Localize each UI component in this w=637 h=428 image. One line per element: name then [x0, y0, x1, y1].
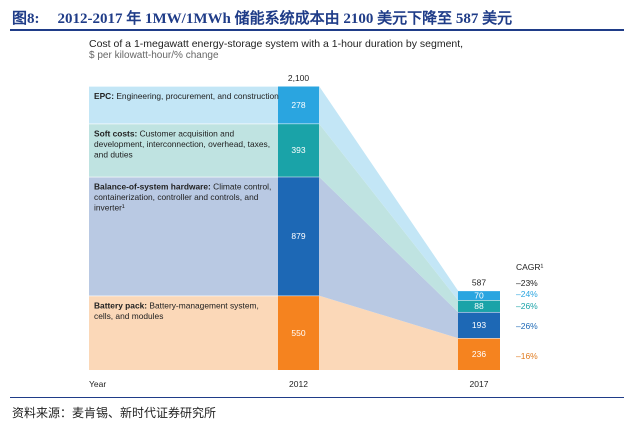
- segment-labels: construction Battery pack: Battery-manag…: [94, 91, 279, 322]
- bar-2012-seg-1: [278, 176, 319, 296]
- total-label-2012: 2,100: [288, 73, 310, 83]
- bar-2012-seg-3: [278, 86, 319, 124]
- source-note: 资料来源：麦肯锡、新时代证券研究所: [12, 406, 217, 420]
- figure-title-text: 2012-2017 年 1MW/1MWh 储能系统成本由 2100 美元下降至 …: [57, 11, 513, 27]
- total-label-2017: 587: [472, 278, 486, 288]
- chart-title: Cost of a 1-megawatt energy-storage syst…: [89, 38, 463, 50]
- source-rule: [10, 397, 624, 398]
- x-axis-label: Year: [89, 379, 106, 389]
- value-label-2012-3: 278: [291, 100, 305, 110]
- bar-2012-seg-0: [278, 295, 319, 370]
- figure-tag: 图8:: [12, 11, 40, 27]
- bar-2017-seg-0: [458, 338, 500, 370]
- segment-label-2: Soft costs: Customer acquisition and dev…: [94, 129, 272, 160]
- bar-2017-seg-3: [458, 290, 500, 301]
- band-transition-2: [319, 123, 458, 312]
- band-left-2: [89, 123, 278, 177]
- figure-title: 图8: 2012-2017 年 1MW/1MWh 储能系统成本由 2100 美元下…: [12, 7, 512, 28]
- bar-2017-seg-1: [458, 311, 500, 339]
- band-transition-3: [319, 86, 458, 301]
- transition-bands: [89, 85, 458, 370]
- title-rule: [10, 29, 624, 31]
- cagr-2: –26%: [516, 301, 538, 311]
- value-label-2012-1: 879: [291, 231, 305, 241]
- value-label-2017-2: 88: [474, 301, 484, 311]
- value-label-2017-0: 236: [472, 349, 486, 359]
- value-label-2017-1: 193: [472, 320, 486, 330]
- bar-2012-seg-2: [278, 123, 319, 177]
- band-left-0: [89, 295, 278, 370]
- cagr-1: –26%: [516, 321, 538, 331]
- segment-label-0: Battery pack: Battery-management system,…: [94, 301, 261, 322]
- value-label-2012-2: 393: [291, 145, 305, 155]
- band-transition-1: [319, 176, 458, 339]
- band-left-3: [89, 86, 278, 124]
- bar-2017-seg-2: [458, 300, 500, 312]
- value-label-2012-0: 550: [291, 328, 305, 338]
- x-tick-2017: 2017: [470, 379, 489, 389]
- segment-label-3: EPC: Engineering, procurement, and const…: [94, 91, 279, 101]
- cagr-total: –23%: [516, 278, 538, 288]
- cagr-3: –24%: [516, 289, 538, 299]
- chart-subtitle: $ per kilowatt-hour/% change: [89, 50, 219, 61]
- bars: 550 236 879 193 393 88 278 70 2,100 587 2012 2017: [278, 73, 500, 389]
- value-label-2017-3: 70: [474, 290, 484, 300]
- band-transition-0: [319, 295, 458, 370]
- cagr-header: CAGR¹: [516, 262, 544, 272]
- cagr-0: –16%: [516, 351, 538, 361]
- segment-label-1: Balance-of-system hardware: Climate cont…: [94, 182, 274, 213]
- band-left-1: [89, 176, 278, 296]
- x-tick-2012: 2012: [289, 379, 308, 389]
- cagr-column: CAGR¹ –23% –16% –26% –26% –24%: [516, 262, 544, 361]
